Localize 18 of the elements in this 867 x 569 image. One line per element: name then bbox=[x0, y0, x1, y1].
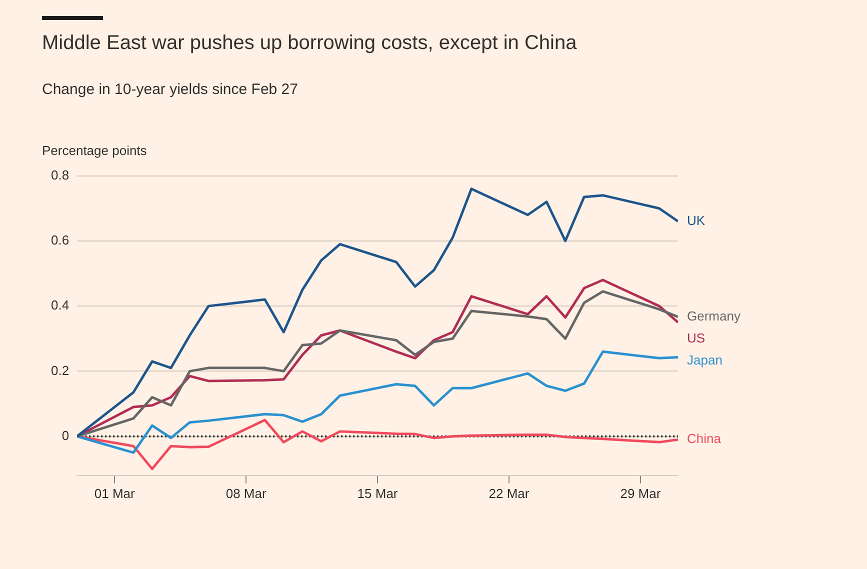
series-label: Germany bbox=[687, 308, 741, 324]
y-tick-label: 0.2 bbox=[50, 362, 70, 378]
chart-subtitle: Change in 10-year yields since Feb 27 bbox=[42, 81, 298, 98]
x-tick-label: 01 Mar bbox=[94, 486, 136, 501]
series-label: US bbox=[687, 330, 706, 346]
x-tick-label: 08 Mar bbox=[226, 486, 267, 501]
series-label: Japan bbox=[687, 352, 722, 368]
x-tick-label: 22 Mar bbox=[488, 486, 530, 501]
chart-title: Middle East war pushes up borrowing costs, except in China bbox=[42, 32, 577, 55]
y-tick-label: 0.8 bbox=[50, 167, 70, 182]
x-tick-label: 29 Mar bbox=[620, 486, 662, 501]
x-tick-label: 15 Mar bbox=[357, 486, 398, 501]
y-tick-label: 0.4 bbox=[50, 298, 70, 313]
y-axis-title: Percentage points bbox=[42, 143, 147, 158]
series-label: China bbox=[687, 431, 722, 446]
y-tick-label: 0.6 bbox=[50, 232, 70, 248]
series-label: UK bbox=[687, 212, 706, 228]
y-tick-label: 0 bbox=[62, 428, 70, 443]
